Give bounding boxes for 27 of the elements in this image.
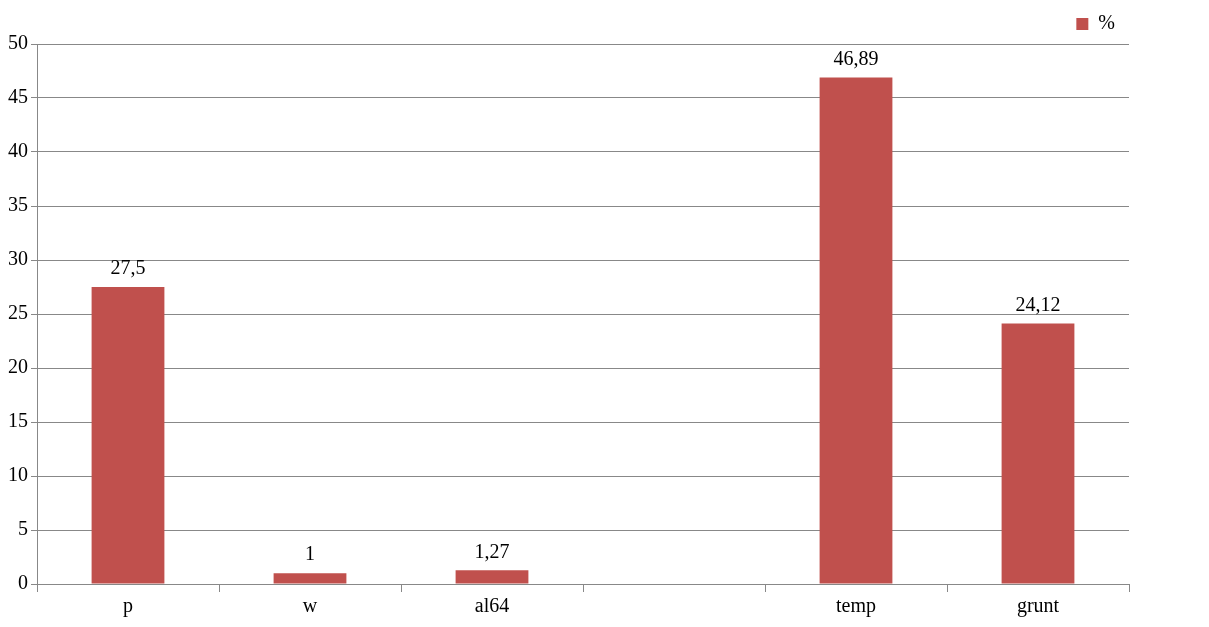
x-tick-label: grunt (1016, 594, 1060, 618)
y-tick-label: 5 (18, 517, 28, 540)
data-label: 1 (305, 542, 315, 565)
y-tick-label: 35 (8, 193, 28, 216)
data-label: 46,89 (833, 46, 879, 69)
bar (455, 570, 529, 584)
data-label: 24,12 (1015, 292, 1061, 315)
y-tick-label: 0 (18, 571, 28, 594)
legend-label: % (1098, 11, 1116, 34)
bar (91, 287, 165, 584)
y-tick-label: 10 (8, 463, 28, 486)
y-tick-label: 40 (8, 139, 28, 162)
bar (819, 77, 893, 584)
x-tick-label: p (123, 594, 133, 618)
y-tick-label: 20 (8, 355, 28, 378)
bar (1001, 323, 1075, 584)
data-label: 1,27 (474, 539, 510, 562)
y-tick-label: 30 (8, 247, 28, 270)
data-label: 27,5 (110, 256, 146, 279)
x-tick-label: w (302, 594, 318, 617)
x-tick-label: temp (836, 594, 876, 618)
x-tick-label: al64 (474, 594, 510, 617)
y-tick-label: 45 (8, 85, 28, 108)
bar (273, 573, 347, 584)
y-tick-label: 50 (8, 31, 28, 54)
y-tick-label: 25 (8, 301, 28, 324)
y-tick-label: 15 (8, 409, 28, 432)
